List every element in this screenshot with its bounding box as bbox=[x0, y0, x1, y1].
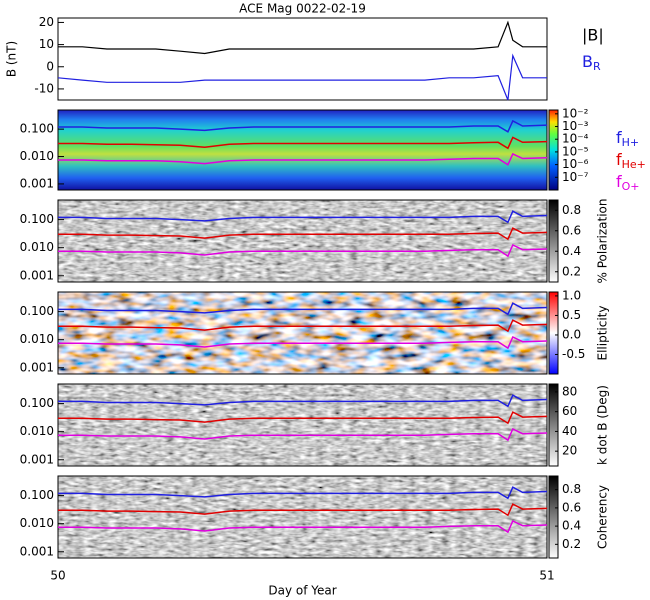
colorbar-tick-label: 60 bbox=[562, 404, 577, 418]
legend-entry: fH+ bbox=[616, 128, 639, 150]
frequency-line bbox=[58, 319, 548, 333]
plot-frame bbox=[57, 475, 548, 559]
colorbar-tick-label: 0.2 bbox=[562, 264, 581, 278]
colorbar-label: % Polarization bbox=[596, 199, 610, 284]
spectrogram-image bbox=[58, 292, 547, 374]
colorbar-tick-label: 0.0 bbox=[562, 327, 581, 341]
plot-frame bbox=[57, 109, 548, 191]
colorbar bbox=[548, 383, 559, 467]
legend-entry: fO+ bbox=[616, 172, 640, 194]
series-line bbox=[57, 53, 547, 101]
colorbar-tick-label: 10⁻⁴ bbox=[562, 132, 589, 146]
chart-title: ACE Mag 0022-02-19 bbox=[239, 2, 366, 16]
colorbar-tick-label: 40 bbox=[562, 424, 577, 438]
y-tick-label: 0.010 bbox=[20, 240, 54, 254]
frequency-line bbox=[58, 411, 548, 425]
frequency-line bbox=[58, 427, 548, 442]
y-tick-label: 0.001 bbox=[20, 268, 54, 282]
colorbar-tick-label: 0.8 bbox=[562, 203, 581, 217]
y-tick-label: 0.100 bbox=[20, 488, 54, 502]
frequency-line bbox=[58, 227, 548, 241]
y-tick-label: 0.100 bbox=[20, 122, 54, 136]
y-tick-label: 0.010 bbox=[20, 332, 54, 346]
x-axis-label: Day of Year bbox=[268, 584, 336, 598]
y-tick-label: 0.010 bbox=[20, 516, 54, 530]
series-line bbox=[58, 20, 547, 55]
colorbar-tick-label: 0.6 bbox=[562, 223, 581, 237]
x-tick-label: 51 bbox=[539, 569, 554, 583]
plot-frame bbox=[57, 17, 548, 101]
frequency-line bbox=[58, 136, 548, 150]
colorbar bbox=[548, 109, 559, 191]
colorbar-tick-label: 0.6 bbox=[562, 500, 581, 514]
colorbar bbox=[548, 199, 559, 283]
y-tick-label: 0.001 bbox=[20, 176, 54, 190]
frequency-line bbox=[58, 302, 548, 316]
legend-entry: |B| bbox=[582, 26, 604, 45]
y-axis-label: B (nT) bbox=[5, 41, 19, 77]
legend-entry: BR bbox=[582, 52, 601, 74]
spectrogram-image bbox=[58, 110, 547, 190]
frequency-line bbox=[58, 394, 548, 408]
x-tick-label: 50 bbox=[50, 569, 65, 583]
colorbar-tick-label: 10⁻³ bbox=[562, 119, 589, 133]
colorbar-tick-label: 10⁻⁷ bbox=[562, 170, 589, 184]
frequency-line bbox=[58, 503, 548, 517]
frequency-line bbox=[58, 486, 548, 500]
spectrogram-image bbox=[58, 200, 547, 282]
spectrogram-image bbox=[58, 476, 547, 558]
colorbar-tick-label: 10⁻⁵ bbox=[562, 144, 589, 158]
colorbar-tick-label: 0.2 bbox=[562, 537, 581, 551]
frequency-line bbox=[58, 519, 548, 534]
frequency-line bbox=[58, 335, 548, 350]
plot-frame bbox=[57, 199, 548, 283]
colorbar-tick-label: 0.8 bbox=[562, 482, 581, 496]
plot-frame bbox=[57, 383, 548, 467]
colorbar-tick-label: 0.4 bbox=[562, 244, 581, 258]
colorbar-label: k dot B (Deg) bbox=[596, 385, 610, 465]
colorbar-tick-label: 10⁻² bbox=[562, 106, 589, 120]
colorbar-label: Coherency bbox=[596, 485, 610, 549]
y-tick-label: -10 bbox=[34, 81, 54, 95]
y-tick-label: 0.001 bbox=[20, 360, 54, 374]
plot-frame bbox=[57, 291, 548, 375]
colorbar-label: Ellipticity bbox=[596, 306, 610, 361]
colorbar-tick-label: 80 bbox=[562, 384, 577, 398]
frequency-line bbox=[58, 119, 548, 133]
frequency-line bbox=[58, 210, 548, 224]
y-tick-label: 0.010 bbox=[20, 424, 54, 438]
y-tick-label: 20 bbox=[39, 15, 54, 29]
colorbar-tick-label: 1.0 bbox=[562, 288, 581, 302]
y-tick-label: 0.001 bbox=[20, 544, 54, 558]
frequency-line bbox=[58, 152, 548, 166]
colorbar-tick-label: 20 bbox=[562, 444, 577, 458]
spectrogram-image bbox=[58, 384, 547, 466]
y-tick-label: 10 bbox=[39, 37, 54, 51]
colorbar-tick-label: -0.5 bbox=[562, 347, 585, 361]
y-tick-label: 0.001 bbox=[20, 452, 54, 466]
colorbar-tick-label: 0.4 bbox=[562, 519, 581, 533]
colorbar-tick-label: 10⁻⁶ bbox=[562, 157, 589, 171]
y-tick-label: 0.100 bbox=[20, 212, 54, 226]
y-tick-label: 0 bbox=[46, 59, 54, 73]
colorbar-tick-label: 0.5 bbox=[562, 308, 581, 322]
colorbar bbox=[548, 291, 559, 375]
colorbar bbox=[548, 475, 559, 559]
y-tick-label: 0.010 bbox=[20, 149, 54, 163]
legend-entry: fHe+ bbox=[616, 150, 646, 172]
y-tick-label: 0.100 bbox=[20, 304, 54, 318]
frequency-line bbox=[58, 243, 548, 258]
y-tick-label: 0.100 bbox=[20, 396, 54, 410]
